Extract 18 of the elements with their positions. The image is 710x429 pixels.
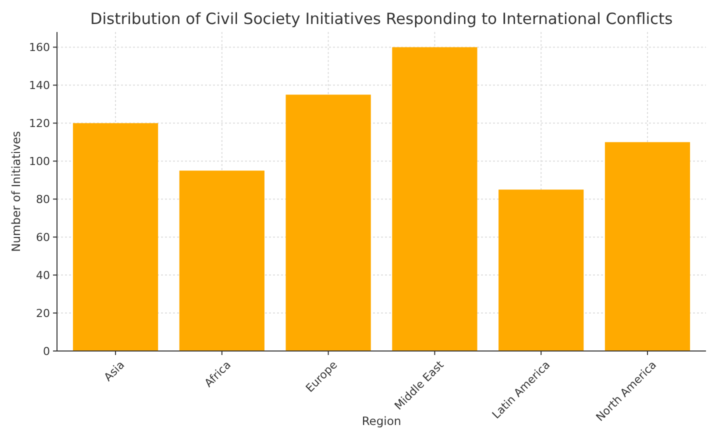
bar [498, 190, 584, 351]
y-tick-label: 60 [36, 230, 50, 244]
y-tick-label: 80 [36, 192, 50, 206]
x-axis-title: Region [362, 414, 402, 428]
bar [72, 123, 158, 351]
bar [286, 94, 371, 351]
y-tick-label: 0 [43, 344, 50, 358]
y-tick-label: 140 [29, 79, 50, 92]
y-axis-title: Number of Initiatives [9, 131, 23, 252]
y-tick-label: 120 [29, 116, 50, 130]
y-tick-label: 40 [36, 268, 50, 282]
bar [392, 47, 478, 351]
chart-title: Distribution of Civil Society Initiatives Responding to International Conflicts [90, 10, 673, 28]
y-tick-label: 20 [36, 306, 50, 320]
y-tick-label: 160 [29, 41, 50, 54]
y-tick-label: 100 [29, 154, 50, 168]
bar [604, 142, 690, 351]
bar [179, 170, 264, 351]
